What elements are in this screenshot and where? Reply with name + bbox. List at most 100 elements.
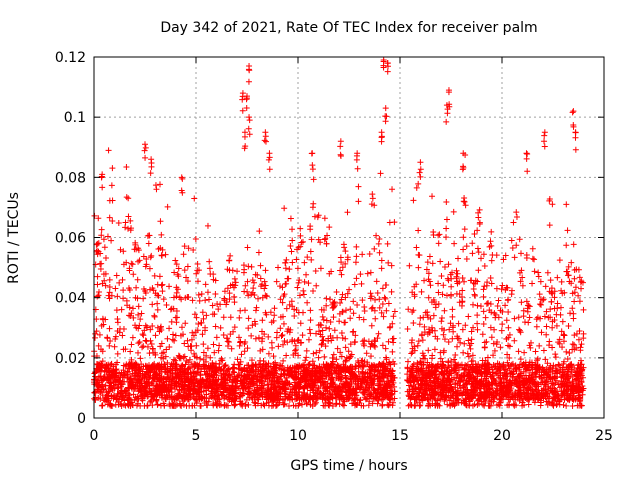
data-point <box>173 261 180 268</box>
data-point <box>289 303 296 310</box>
data-point <box>194 260 201 267</box>
data-point <box>172 396 179 403</box>
data-point <box>106 284 113 291</box>
data-point <box>132 239 139 246</box>
data-point <box>179 377 186 384</box>
data-point <box>146 232 153 239</box>
data-point <box>294 284 301 291</box>
data-point <box>144 232 151 239</box>
data-point <box>242 282 249 289</box>
data-point <box>248 357 255 364</box>
data-point <box>364 270 371 277</box>
data-point <box>273 370 280 377</box>
data-point <box>360 377 367 384</box>
data-point <box>227 374 234 381</box>
data-point <box>346 286 353 293</box>
data-point <box>220 332 227 339</box>
data-point <box>200 341 207 348</box>
data-point <box>273 364 280 371</box>
data-point <box>268 368 275 375</box>
data-point <box>275 264 282 271</box>
data-point <box>142 383 149 390</box>
data-point <box>100 236 107 243</box>
data-point <box>158 252 165 259</box>
data-point <box>357 384 364 391</box>
data-point <box>116 370 123 377</box>
data-point <box>205 296 212 303</box>
data-point <box>319 394 326 401</box>
data-point <box>221 295 228 302</box>
data-point <box>190 246 197 253</box>
data-point <box>364 359 371 366</box>
data-point <box>181 381 188 388</box>
data-point <box>274 380 281 387</box>
data-point <box>120 346 127 353</box>
data-point <box>146 385 153 392</box>
data-point <box>350 377 357 384</box>
data-point <box>354 357 361 364</box>
data-point <box>120 248 127 255</box>
data-point <box>251 394 258 401</box>
data-point <box>319 337 326 344</box>
data-point <box>227 331 234 338</box>
data-point <box>333 368 340 375</box>
data-point <box>130 271 137 278</box>
data-point <box>245 401 252 408</box>
data-point <box>95 394 102 401</box>
data-point <box>96 331 103 338</box>
data-point <box>291 312 298 319</box>
data-point <box>295 279 302 286</box>
data-point <box>128 310 135 317</box>
data-point <box>151 368 158 375</box>
data-point <box>460 246 467 253</box>
data-point <box>385 394 392 401</box>
data-point <box>200 377 207 384</box>
data-point <box>470 324 477 331</box>
data-point <box>152 375 159 382</box>
data-point <box>279 378 286 385</box>
data-point <box>195 291 202 298</box>
data-point <box>119 332 126 339</box>
data-point <box>202 281 209 288</box>
data-point <box>291 306 298 313</box>
data-point <box>374 289 381 296</box>
data-point <box>309 368 316 375</box>
data-point <box>152 332 159 339</box>
data-point <box>187 377 194 384</box>
data-point <box>99 348 106 355</box>
data-point <box>350 310 357 317</box>
data-point <box>323 295 330 302</box>
data-point <box>357 271 364 278</box>
data-point <box>342 248 349 255</box>
data-point <box>244 288 251 295</box>
data-point <box>106 342 113 349</box>
data-point <box>128 341 135 348</box>
data-point <box>376 236 383 243</box>
data-point <box>210 374 217 381</box>
data-point <box>163 346 170 353</box>
data-point <box>287 215 294 222</box>
data-point <box>213 396 220 403</box>
data-point <box>158 374 165 381</box>
data-point <box>295 352 302 359</box>
data-point <box>375 375 382 382</box>
data-point <box>94 273 101 280</box>
data-point <box>298 239 305 246</box>
data-point <box>342 382 349 389</box>
data-point <box>282 265 289 272</box>
data-point <box>280 320 287 327</box>
data-point <box>186 396 193 403</box>
data-point <box>146 350 153 357</box>
data-point <box>275 390 282 397</box>
data-point <box>204 345 211 352</box>
data-point <box>109 367 116 374</box>
data-point <box>154 324 161 331</box>
data-point <box>102 362 109 369</box>
data-point <box>225 394 232 401</box>
data-point <box>183 274 190 281</box>
data-point <box>344 290 351 297</box>
data-point <box>356 314 363 321</box>
data-point <box>186 356 193 363</box>
data-point <box>333 392 340 399</box>
data-point <box>279 299 286 306</box>
